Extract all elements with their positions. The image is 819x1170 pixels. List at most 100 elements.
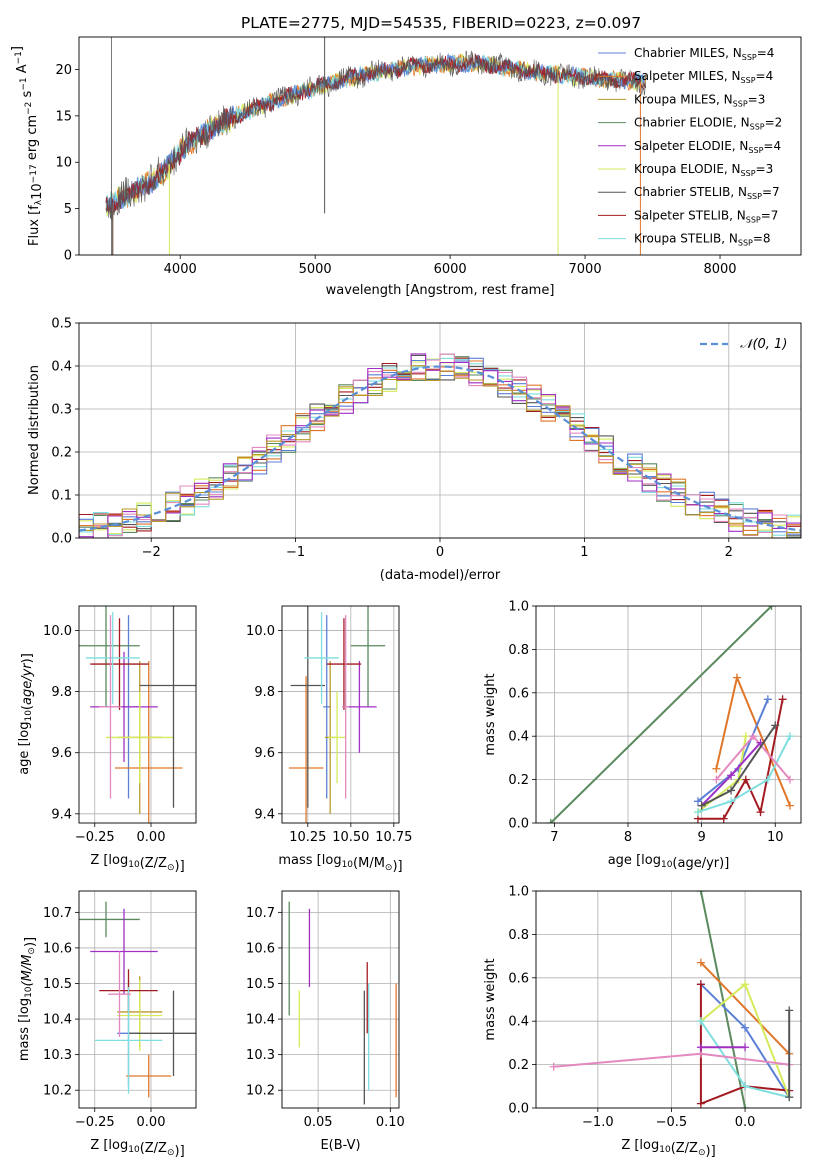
label-part: E(B-V)	[320, 1138, 360, 1153]
label-part: ⊙	[385, 863, 393, 873]
y-tick-label: 9.4	[51, 807, 72, 822]
legend-entry: Salpeter MILES, NSSP=4	[634, 69, 773, 85]
weight-marker	[549, 1062, 558, 1071]
label-part: =4	[757, 46, 775, 60]
label-part: )]	[706, 1144, 716, 1159]
label-part: 10	[659, 1145, 671, 1155]
axes-frame	[281, 605, 400, 824]
label-part: (	[20, 705, 35, 710]
y-tick-label: 9.6	[254, 746, 275, 761]
mass-vs-ebv-panel: 0.05 0.10 10.2 10.3 10.4 10.5 10.6 10.7 E(B-V)	[246, 890, 405, 1153]
label-part: s	[20, 90, 35, 101]
residuals-panel: −2 −1 0 1 2 0.0 0.1 0.2 0.3 0.4 0.5 𝒩(0, 1) (data-mo…	[27, 317, 802, 583]
weight-marker	[785, 801, 794, 810]
label-part: erg cm	[25, 115, 40, 164]
y-tick-label: 0.2	[51, 446, 72, 461]
weight-marker	[741, 980, 750, 989]
y-tick-label: 0.8	[508, 643, 529, 658]
weight-marker	[696, 891, 705, 895]
label-part: )]	[23, 937, 38, 947]
label-part: Kroupa STELIB, N	[634, 232, 738, 246]
y-axis-label: Flux [fλ10−17 erg cm−2 s−1 A−1]	[10, 46, 45, 246]
x-tick-label: 0	[436, 545, 444, 560]
y-tick-label: 10.2	[246, 1084, 275, 1099]
label-part: ⊙	[27, 947, 37, 955]
label-part: (Z/Z	[140, 1141, 167, 1156]
label-part: =4	[763, 139, 781, 153]
axes-frame	[78, 322, 802, 539]
weight-marker	[732, 673, 741, 682]
weight-marker	[763, 695, 772, 704]
x-tick-label: 0.10	[376, 1115, 405, 1130]
label-part: Chabrier ELODIE, N	[634, 116, 750, 130]
label-part: Flux [f	[27, 205, 42, 246]
plot-area	[105, 37, 647, 255]
label-part: Salpeter MILES, N	[634, 69, 741, 83]
weight-marker	[727, 771, 736, 780]
label-part: −2	[24, 102, 34, 115]
weight-marker	[696, 1099, 705, 1108]
label-part: SSP	[750, 123, 765, 132]
label-part: (Z/Z	[671, 1141, 698, 1156]
legend-entry: 𝒩(0, 1)	[740, 337, 787, 352]
label-part: mass [log	[278, 853, 341, 868]
plot-area	[79, 901, 196, 1098]
label-part: SSP	[738, 239, 753, 248]
weight-line	[697, 735, 791, 814]
legend-entry: Salpeter STELIB, NSSP=7	[634, 208, 778, 224]
label-part: −17	[29, 164, 39, 183]
x-tick-label: 0.00	[137, 830, 166, 845]
label-part: 10	[128, 1145, 140, 1155]
x-tick-label: −1	[286, 545, 305, 560]
y-tick-label: 10.2	[43, 1084, 72, 1099]
x-tick-label: 10.25	[289, 830, 326, 845]
plot-area	[79, 606, 196, 823]
weight-line	[549, 606, 773, 823]
y-tick-label: 0.6	[508, 686, 529, 701]
x-tick-label: 7	[550, 830, 558, 845]
weight-marker	[741, 1043, 750, 1052]
legend-entry: Chabrier ELODIE, NSSP=2	[634, 116, 782, 132]
weight-marker	[771, 721, 780, 730]
y-tick-label: 0.4	[508, 1015, 529, 1030]
weight-marker	[727, 786, 736, 795]
x-tick-label: 10.75	[375, 830, 412, 845]
age-vs-mass-panel: 10.25 10.50 10.75 9.4 9.6 9.8 10.0 mass [log10(…	[246, 605, 412, 874]
label-part: Z [log	[90, 1138, 128, 1153]
label-part: ⊙	[167, 1148, 175, 1158]
x-tick-label: 10.50	[332, 830, 369, 845]
weight-marker	[693, 808, 702, 817]
spectrum-trace	[105, 50, 647, 221]
label-part: )]	[175, 1144, 185, 1159]
plot-area	[79, 353, 801, 538]
y-tick-label: 10.5	[246, 977, 275, 992]
label-part: 10	[24, 986, 34, 998]
y-tick-label: 0.8	[508, 928, 529, 943]
axes-frame	[535, 890, 802, 1109]
y-axis-label: mass [log10(M/M⊙)]	[17, 937, 38, 1061]
x-tick-label: 6000	[434, 262, 467, 277]
label-part: 10	[24, 710, 34, 722]
x-tick-label: 2	[725, 545, 733, 560]
label-part: SSP	[733, 99, 748, 108]
histogram-step	[79, 365, 801, 538]
label-part: )]	[392, 859, 402, 874]
label-part: SSP	[741, 169, 756, 178]
label-part: (Z/Z	[140, 856, 167, 871]
label-part: ⊙	[167, 863, 175, 873]
label-part: =7	[762, 185, 780, 199]
y-tick-label: 10.6	[43, 941, 72, 956]
label-part: −1	[19, 77, 29, 90]
y-tick-label: 10.7	[43, 906, 72, 921]
weight-marker	[741, 775, 750, 784]
label-part: Salpeter ELODIE, N	[634, 139, 748, 153]
x-tick-label: 7000	[569, 262, 602, 277]
weight-marker	[741, 1023, 750, 1032]
weight-marker	[785, 1093, 794, 1102]
y-tick-label: 0.5	[51, 317, 72, 332]
y-tick-label: 1.0	[508, 600, 529, 615]
label-part: Chabrier STELIB, N	[634, 185, 747, 199]
x-tick-label: 8000	[703, 262, 736, 277]
y-tick-label: 10.4	[43, 1013, 72, 1028]
